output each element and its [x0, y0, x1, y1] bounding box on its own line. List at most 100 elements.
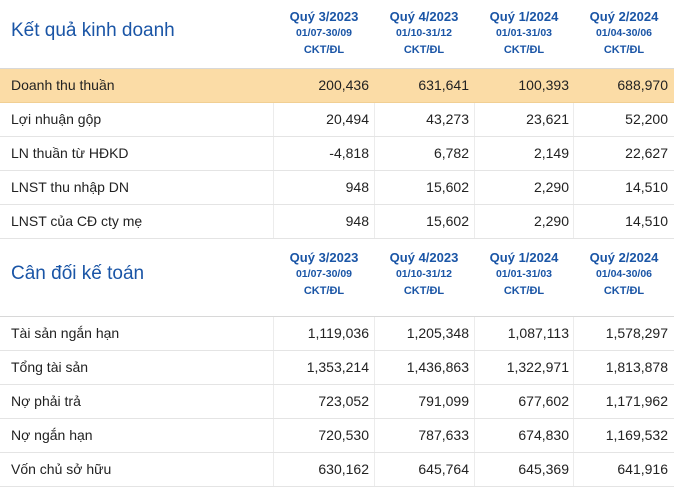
cell-value: 22,627 [625, 145, 668, 161]
col-dates: 01/01-31/03 [495, 268, 553, 280]
cell-value: 100,393 [518, 77, 569, 93]
row-label: Nợ ngắn hạn [11, 427, 93, 443]
cell-value: 641,916 [617, 461, 668, 477]
balance-col-header-1[interactable]: Quý 3/2023 01/07-30/09 CKT/ĐL [274, 249, 374, 300]
cell-value: 43,273 [426, 111, 469, 127]
column-divider [573, 171, 574, 204]
table-divider [0, 68, 674, 69]
cell-value: 677,602 [518, 393, 569, 409]
cell-value: 1,119,036 [307, 325, 369, 341]
income-statement-title: Kết quả kinh doanh [11, 20, 175, 41]
income-col-header-2[interactable]: Quý 4/2023 01/10-31/12 CKT/ĐL [374, 8, 474, 59]
table-row: Tổng tài sản 1,353,214 1,436,863 1,322,9… [0, 351, 674, 385]
column-divider [573, 103, 574, 136]
cell-value: 20,494 [326, 111, 369, 127]
cell-value: 948 [345, 213, 369, 229]
income-col-header-4[interactable]: Quý 2/2024 01/04-30/06 CKT/ĐL [574, 8, 674, 59]
column-divider [474, 453, 475, 486]
column-divider [374, 103, 375, 136]
balance-col-header-3[interactable]: Quý 1/2024 01/01-31/03 CKT/ĐL [474, 249, 574, 300]
row-label: LNST của CĐ cty mẹ [11, 213, 143, 229]
column-divider [474, 103, 475, 136]
col-dates: 01/07-30/09 [295, 27, 353, 39]
row-label: LN thuần từ HĐKD [11, 145, 129, 161]
column-divider [374, 351, 375, 384]
col-dates: 01/10-31/12 [395, 268, 453, 280]
col-dates: 01/10-31/12 [395, 27, 453, 39]
column-divider [573, 205, 574, 238]
cell-value: 2,149 [533, 145, 569, 161]
column-divider [273, 317, 274, 350]
column-divider [374, 453, 375, 486]
cell-value: 1,322,971 [506, 359, 569, 375]
cell-value: 2,290 [533, 179, 569, 195]
table-row: LNST thu nhập DN 948 15,602 2,290 14,510 [0, 171, 674, 205]
table-divider [0, 316, 674, 317]
column-divider [474, 385, 475, 418]
column-divider [474, 205, 475, 238]
col-unit: CKT/ĐL [503, 44, 545, 56]
col-unit: CKT/ĐL [303, 44, 345, 56]
table-row: LN thuần từ HĐKD -4,818 6,782 2,149 22,6… [0, 137, 674, 171]
row-label: Nợ phải trả [11, 393, 81, 409]
table-row: Nợ ngắn hạn 720,530 787,633 674,830 1,16… [0, 419, 674, 453]
cell-value: 645,764 [418, 461, 469, 477]
cell-value: 14,510 [625, 179, 668, 195]
cell-value: 630,162 [318, 461, 369, 477]
column-divider [374, 317, 375, 350]
cell-value: 14,510 [625, 213, 668, 229]
cell-value: 15,602 [426, 179, 469, 195]
column-divider [573, 419, 574, 452]
column-divider [273, 419, 274, 452]
row-label: Vốn chủ sở hữu [11, 461, 112, 477]
cell-value: 723,052 [318, 393, 369, 409]
col-quarter: Quý 3/2023 [289, 250, 359, 265]
col-quarter: Quý 1/2024 [489, 250, 559, 265]
column-divider [374, 205, 375, 238]
column-divider [573, 385, 574, 418]
col-quarter: Quý 3/2023 [289, 9, 359, 24]
column-divider [474, 419, 475, 452]
cell-value: 1,205,348 [406, 325, 469, 341]
cell-value: 948 [345, 179, 369, 195]
income-col-header-1[interactable]: Quý 3/2023 01/07-30/09 CKT/ĐL [274, 8, 374, 59]
income-statement-header: Kết quả kinh doanh Quý 3/2023 01/07-30/0… [0, 0, 674, 68]
col-unit: CKT/ĐL [403, 44, 445, 56]
column-divider [474, 137, 475, 170]
row-label: LNST thu nhập DN [11, 179, 130, 195]
col-unit: CKT/ĐL [403, 285, 445, 297]
column-divider [273, 385, 274, 418]
col-quarter: Quý 4/2023 [389, 9, 459, 24]
balance-sheet-section: Cân đối kế toán Quý 3/2023 01/07-30/09 C… [0, 239, 674, 487]
column-divider [573, 351, 574, 384]
row-label: Tài sản ngắn hạn [11, 325, 120, 341]
column-divider [474, 351, 475, 384]
income-col-header-3[interactable]: Quý 1/2024 01/01-31/03 CKT/ĐL [474, 8, 574, 59]
balance-col-header-4[interactable]: Quý 2/2024 01/04-30/06 CKT/ĐL [574, 249, 674, 300]
cell-value: 674,830 [518, 427, 569, 443]
column-divider [374, 385, 375, 418]
cell-value: 23,621 [526, 111, 569, 127]
cell-value: 720,530 [318, 427, 369, 443]
cell-value: 200,436 [318, 77, 369, 93]
cell-value: 631,641 [418, 77, 469, 93]
col-quarter: Quý 1/2024 [489, 9, 559, 24]
column-divider [374, 137, 375, 170]
table-row: Vốn chủ sở hữu 630,162 645,764 645,369 6… [0, 453, 674, 487]
col-quarter: Quý 4/2023 [389, 250, 459, 265]
cell-value: 1,578,297 [605, 325, 668, 341]
column-divider [573, 453, 574, 486]
cell-value: 1,087,113 [507, 325, 569, 341]
balance-sheet-title: Cân đối kế toán [11, 263, 145, 284]
column-divider [273, 137, 274, 170]
col-dates: 01/01-31/03 [495, 27, 553, 39]
column-divider [573, 317, 574, 350]
column-divider [273, 103, 274, 136]
table-row: Lợi nhuận gộp 20,494 43,273 23,621 52,20… [0, 103, 674, 137]
cell-value: 2,290 [533, 213, 569, 229]
column-divider [374, 171, 375, 204]
table-row: Doanh thu thuần 200,436 631,641 100,393 … [0, 69, 674, 103]
balance-col-header-2[interactable]: Quý 4/2023 01/10-31/12 CKT/ĐL [374, 249, 474, 300]
table-row: LNST của CĐ cty mẹ 948 15,602 2,290 14,5… [0, 205, 674, 239]
column-divider [273, 171, 274, 204]
